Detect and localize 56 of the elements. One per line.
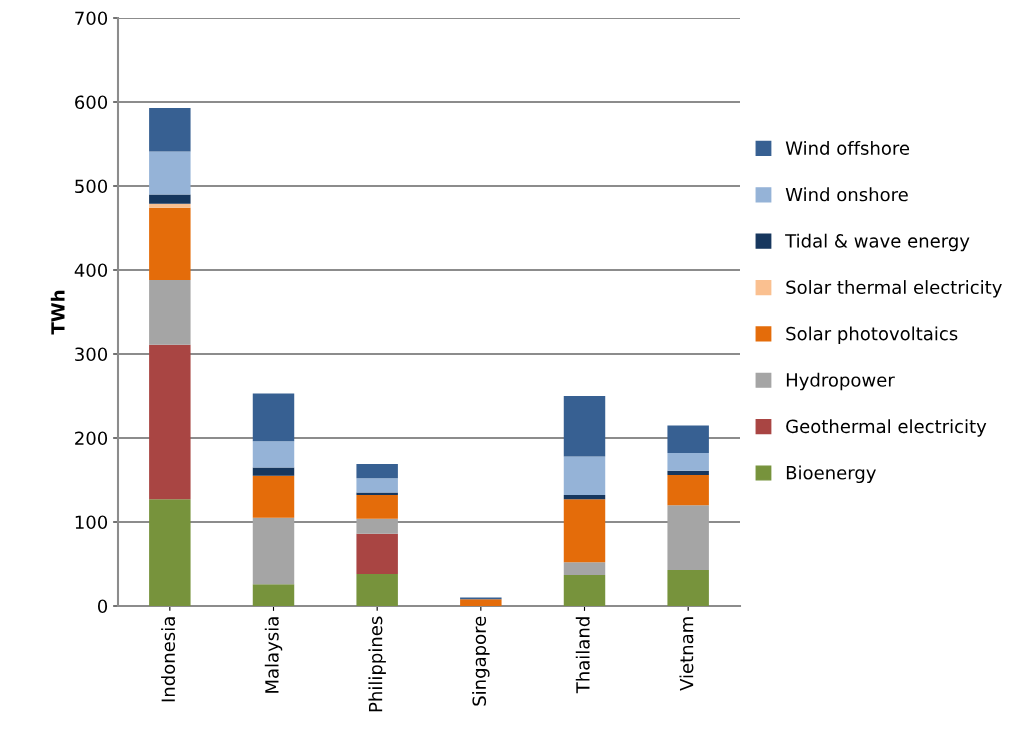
bar xyxy=(149,499,191,606)
bar xyxy=(563,499,606,563)
bar xyxy=(356,518,398,534)
bar xyxy=(667,505,709,570)
bar xyxy=(149,107,191,152)
y-tick-label: 400 xyxy=(74,263,108,278)
legend-label: Hydropower xyxy=(786,372,895,391)
bar xyxy=(563,396,606,457)
bar xyxy=(252,467,295,476)
bar xyxy=(667,474,709,506)
bar xyxy=(356,464,398,479)
bar xyxy=(149,194,191,204)
bar xyxy=(356,478,398,493)
bar xyxy=(563,495,606,500)
y-tick-label: 300 xyxy=(75,347,108,362)
y-tick-label: 200 xyxy=(75,431,108,446)
bar xyxy=(356,574,398,606)
legend-label: Wind offshore xyxy=(785,140,910,155)
bar xyxy=(252,517,295,585)
bar xyxy=(356,533,398,575)
bar xyxy=(252,584,295,606)
bar xyxy=(460,599,502,606)
legend-label: Bioenergy xyxy=(786,465,876,484)
bar xyxy=(252,393,295,442)
bar xyxy=(667,470,709,475)
legend-label: Geothermal electricity xyxy=(786,419,987,437)
x-tick-label: Singapore xyxy=(472,616,490,706)
x-tick-label: Indonesia xyxy=(161,617,176,702)
bar xyxy=(149,151,191,195)
bar xyxy=(667,425,709,454)
bar xyxy=(149,207,191,281)
bar xyxy=(149,203,191,208)
y-tick-label: 0 xyxy=(97,599,108,614)
x-tick-label: Vietnam xyxy=(679,617,694,691)
y-tick-label: 500 xyxy=(75,179,108,194)
legend-label: Wind onshore xyxy=(785,187,908,202)
y-tick-label: 100 xyxy=(75,515,108,530)
bar xyxy=(149,280,191,345)
bar xyxy=(356,495,398,519)
bar xyxy=(563,456,606,496)
y-tick-label: 600 xyxy=(75,95,108,110)
x-tick-label: Malaysia xyxy=(264,617,283,693)
bar xyxy=(667,453,709,471)
legend-label: Solar photovoltaics xyxy=(786,326,958,344)
legend-label: Solar thermal electricity xyxy=(786,280,1002,298)
bar xyxy=(149,344,191,500)
y-axis-title: TWh xyxy=(50,290,65,335)
bar xyxy=(667,569,709,606)
bar xyxy=(563,574,606,606)
bar xyxy=(252,475,295,518)
x-tick-label: Philippines xyxy=(368,616,386,712)
legend-label: Tidal & wave energy xyxy=(785,233,970,252)
y-tick-label: 700 xyxy=(75,11,108,26)
bar xyxy=(563,562,606,575)
x-tick-label: Thailand xyxy=(575,617,590,694)
bar xyxy=(252,441,295,468)
